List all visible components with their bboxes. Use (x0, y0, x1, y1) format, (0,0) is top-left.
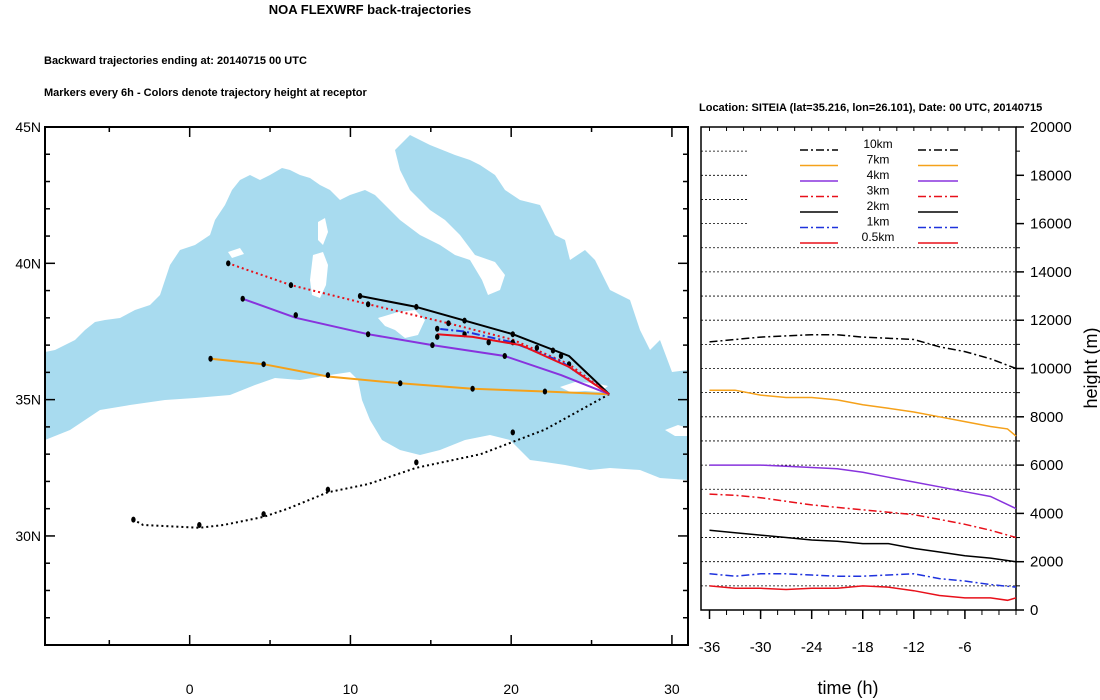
legend-label: 3km (867, 184, 890, 198)
lat-tick-label: 45N (15, 119, 41, 135)
land-europe (45, 127, 688, 372)
y-tick-label: 16000 (1030, 216, 1072, 233)
legend-label: 10km (863, 137, 892, 151)
y-tick-label: 14000 (1030, 264, 1072, 281)
trajectory-marker (510, 331, 515, 338)
y-tick-label: 18000 (1030, 167, 1072, 184)
trajectory-marker (208, 355, 213, 362)
trajectory-marker (226, 260, 231, 267)
trajectory-10km (132, 393, 610, 529)
trajectory-marker (470, 385, 475, 392)
trajectory-marker (462, 317, 467, 324)
trajectory-marker (131, 516, 136, 523)
height-series-1km (709, 573, 1017, 588)
trajectory-marker (414, 303, 419, 310)
legend-label: 4km (867, 168, 890, 182)
map-frame (44, 126, 689, 646)
trajectory-2km (359, 295, 610, 395)
trajectory-marker (558, 353, 564, 360)
legend-label: 1km (867, 215, 890, 229)
height-series-7km (709, 389, 1017, 437)
x-tick-label: -12 (903, 639, 925, 656)
height-axis-ticks: 0 2000 4000 6000 8000 10000 12000 14000 16000 180… (699, 119, 1072, 656)
x-tick-label: -36 (699, 639, 721, 656)
trajectory-marker (550, 347, 556, 354)
height-series-10km (709, 333, 1017, 370)
height-series (709, 333, 1017, 602)
trajectory-marker (325, 372, 331, 379)
lat-tick-label: 35N (15, 392, 41, 408)
height-time-panel: 0 2000 4000 6000 8000 10000 12000 14000 16000 180… (699, 119, 1100, 698)
lon-tick-label: 10 (343, 681, 359, 697)
y-tick-label: 10000 (1030, 361, 1072, 378)
trajectory-marker (435, 325, 440, 332)
map-tick-marks (45, 126, 688, 645)
y-tick-label: 12000 (1030, 312, 1072, 329)
lon-tick-label: 0 (186, 681, 194, 697)
trajectory-marker (261, 361, 266, 368)
height-series-3km (709, 493, 1017, 539)
trajectory-marker (430, 342, 435, 349)
trajectory-marker (325, 486, 331, 493)
figure-title: NOA FLEXWRF back-trajectories (269, 2, 472, 17)
trajectory-marker (534, 344, 540, 351)
trajectory-map: 0 10 20 30 45N 40N 35N 30N (15, 119, 689, 697)
legend-label: 2km (867, 199, 890, 213)
trajectory-marker (365, 301, 371, 308)
x-tick-label: -6 (958, 639, 971, 656)
land-africa (45, 372, 688, 645)
land-sardinia (310, 252, 328, 298)
y-tick-label: 2000 (1030, 554, 1063, 571)
map-axis-labels: 0 10 20 30 45N 40N 35N 30N (15, 119, 680, 697)
x-tick-label: -24 (801, 639, 823, 656)
location-header: Location: SITEIA (lat=35.216, lon=26.101… (699, 102, 1042, 114)
trajectory-marker (261, 511, 266, 518)
height-series-2km (709, 529, 1017, 563)
trajectory-marker (446, 320, 451, 327)
land-corsica (318, 218, 328, 245)
y-tick-label: 4000 (1030, 505, 1063, 522)
y-tick-label: 20000 (1030, 119, 1072, 136)
lat-tick-label: 30N (15, 528, 41, 544)
lon-tick-label: 20 (503, 681, 519, 697)
trajectory-marker (502, 353, 507, 360)
height-series-0-5km (709, 585, 1017, 602)
lon-tick-label: 30 (664, 681, 680, 697)
trajectory-marker (398, 380, 403, 387)
trajectory-marker (365, 331, 371, 338)
y-tick-label: 6000 (1030, 457, 1063, 474)
trajectory-marker (510, 429, 515, 436)
trajectory-marker (293, 312, 298, 319)
subtitle-end-time: Backward trajectories ending at: 2014071… (44, 55, 307, 67)
trajectory-marker (486, 339, 491, 346)
trajectory-marker (435, 333, 440, 340)
y-tick-label: 0 (1030, 602, 1038, 619)
lat-tick-label: 40N (15, 255, 41, 271)
x-axis-label: time (h) (817, 678, 878, 698)
trajectory-0-5km (437, 333, 610, 396)
y-axis-label: height (m) (1081, 327, 1100, 408)
x-tick-label: -30 (750, 639, 772, 656)
trajectory-marker (288, 282, 294, 289)
map-trajectories (131, 260, 610, 529)
height-series-4km (709, 464, 1017, 510)
land-cyprus (665, 425, 688, 436)
land-balearics (228, 248, 244, 258)
trajectory-marker (357, 293, 363, 300)
y-tick-label: 8000 (1030, 409, 1063, 426)
trajectory-marker (414, 459, 419, 466)
subtitle-markers: Markers every 6h - Colors denote traject… (44, 87, 367, 99)
legend-label: 7km (867, 153, 890, 167)
trajectory-marker (197, 522, 202, 529)
land-sicily (378, 310, 425, 338)
trajectory-marker (240, 295, 245, 302)
x-tick-label: -18 (852, 639, 874, 656)
trajectory-marker (542, 388, 548, 395)
legend-label: 0.5km (862, 230, 895, 244)
